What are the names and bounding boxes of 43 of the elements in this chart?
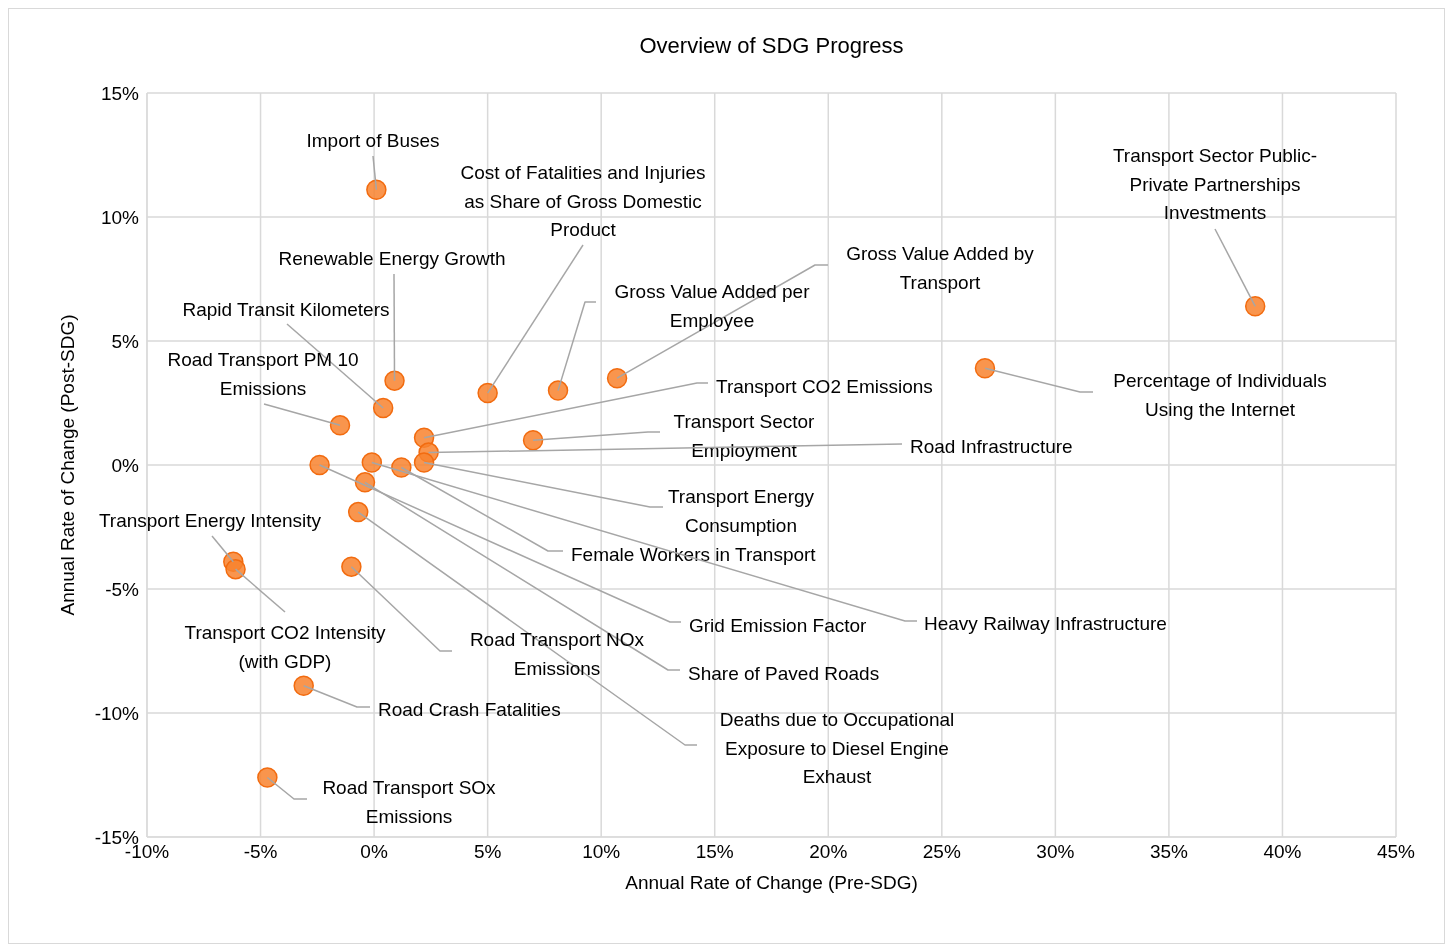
x-tick-label: 15% — [695, 841, 734, 863]
y-tick-label: 5% — [111, 330, 140, 352]
y-tick-label: -10% — [94, 702, 140, 724]
x-tick-label: 25% — [922, 841, 961, 863]
annotation: Cost of Fatalities and Injuries as Share of Gross Domestic Product — [460, 162, 706, 240]
annotation: Transport CO2 Emissions — [716, 376, 933, 397]
y-tick-label: 15% — [100, 82, 140, 104]
x-tick-label: -5% — [243, 841, 278, 863]
annotation: Female Workers in Transport — [571, 544, 817, 565]
annotation: Heavy Railway Infrastructure — [924, 613, 1167, 634]
y-axis-title: Annual Rate of Change (Post-SDG) — [56, 314, 78, 616]
x-tick-label: 20% — [809, 841, 848, 863]
annotation: Road Transport NOx Emissions — [469, 629, 645, 679]
annotation: Renewable Energy Growth — [278, 248, 506, 269]
annotation: Transport Sector Public-Private Partnerships Investments — [1112, 145, 1318, 223]
y-tick-label: -5% — [105, 578, 140, 600]
annotation: Transport Energy Consumption — [667, 486, 815, 536]
annotation: Percentage of Individuals Using the Internet — [1113, 370, 1327, 420]
annotation: Road Infrastructure — [910, 436, 1073, 457]
x-tick-label: 45% — [1376, 841, 1416, 863]
annotation: Gross Value Added by Transport — [846, 243, 1035, 293]
annotation: Road Crash Fatalities — [378, 699, 561, 720]
chart-title: Overview of SDG Progress — [639, 33, 904, 58]
annotation: Transport Sector Employment — [673, 411, 816, 461]
x-tick-label: 5% — [473, 841, 502, 863]
annotation: Import of Buses — [306, 130, 440, 151]
x-tick-label: 10% — [582, 841, 621, 863]
x-tick-label: 30% — [1036, 841, 1075, 863]
x-axis-title: Annual Rate of Change (Pre-SDG) — [625, 872, 918, 893]
y-tick-label: 10% — [100, 206, 140, 228]
annotation: Road Transport SOx Emissions — [322, 777, 497, 827]
x-tick-label: 0% — [360, 841, 388, 863]
annotation: Share of Paved Roads — [688, 663, 880, 684]
y-tick-label: 0% — [111, 454, 140, 476]
annotation: Transport Energy Intensity — [98, 510, 322, 531]
annotation: Transport CO2 Intensity (with GDP) — [184, 622, 386, 672]
annotation: Grid Emission Factor — [689, 615, 868, 636]
x-tick-label: 40% — [1263, 841, 1302, 863]
annotation: Road Transport PM 10 Emissions — [167, 349, 359, 399]
annotation: Rapid Transit Kilometers — [182, 299, 390, 320]
annotation: Deaths due to Occupational Exposure to Diesel Engine Exhaust — [719, 709, 955, 787]
x-tick-label: 35% — [1149, 841, 1189, 863]
annotation: Gross Value Added per Employee — [614, 281, 811, 331]
